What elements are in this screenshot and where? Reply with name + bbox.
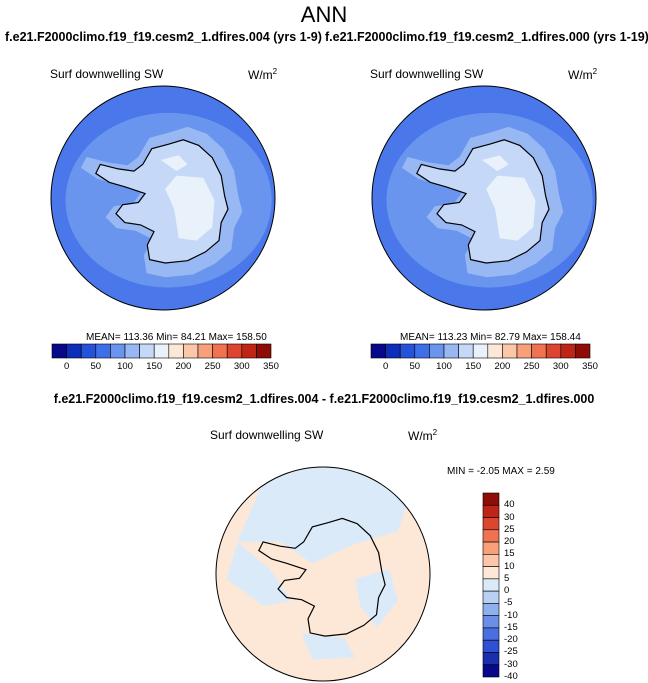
colorbar2-tick-label: 50 bbox=[409, 361, 421, 372]
colorbar3-swatch-6 bbox=[482, 566, 500, 580]
colorbar3-tick-label: -5 bbox=[504, 597, 513, 609]
colorbar2-tick-label: 300 bbox=[552, 361, 569, 372]
panel3-negative-area-3 bbox=[226, 541, 291, 607]
colorbar1-tick-label: 150 bbox=[146, 361, 163, 372]
colorbar1-tick-label: 100 bbox=[117, 361, 133, 372]
panel3-unit-label: W/m2 bbox=[408, 428, 438, 443]
colorbar1-tick-label: 250 bbox=[204, 361, 221, 372]
colorbar3-tick-label: 40 bbox=[504, 499, 515, 511]
colorbar2-tick-label: 250 bbox=[523, 361, 540, 372]
colorbar3-tick-label: -40 bbox=[504, 671, 518, 682]
panel1-coastline bbox=[95, 139, 229, 264]
panel3-negative-area-1 bbox=[237, 467, 420, 564]
colorbar3-swatch-1 bbox=[482, 504, 500, 518]
colorbar3-swatch-13 bbox=[482, 652, 500, 666]
colorbar2-tick-label: 350 bbox=[582, 361, 598, 372]
colorbar3-tick-label: 5 bbox=[504, 572, 510, 584]
panel3-stats: MIN = -2.05 MAX = 2.59 bbox=[447, 466, 555, 477]
colorbar3-swatch-11 bbox=[482, 627, 500, 641]
case-label-right: f.e21.F2000climo.f19_f19.cesm2_1.dfires.… bbox=[325, 30, 648, 44]
colorbar3-swatch-8 bbox=[482, 590, 500, 604]
colorbar3-tick-label: 30 bbox=[504, 511, 515, 523]
case-label-left: f.e21.F2000climo.f19_f19.cesm2_1.dfires.… bbox=[5, 30, 322, 44]
panel3-coastline bbox=[258, 517, 386, 637]
panel2-east-plateau bbox=[486, 175, 536, 241]
colorbar3-swatch-5 bbox=[482, 554, 500, 567]
panel1-stats: MEAN= 113.36 Min= 84.21 Max= 158.50 bbox=[86, 332, 267, 343]
colorbar1-tick-label: 50 bbox=[90, 361, 102, 372]
colorbar3-swatch-12 bbox=[482, 639, 500, 653]
panel3-variable-label: Surf downwelling SW bbox=[210, 428, 324, 442]
colorbar3-tick-label: 20 bbox=[504, 536, 515, 548]
panel1-north-plateau bbox=[160, 155, 188, 172]
colorbar1-tick-label: 0 bbox=[63, 361, 70, 372]
panel2-north-plateau bbox=[481, 155, 509, 172]
panel1-variable-label: Surf downwelling SW bbox=[50, 67, 164, 81]
colorbar3-tick-label: 25 bbox=[504, 523, 515, 535]
panel3-negative-area-2 bbox=[355, 568, 398, 628]
colorbar3-swatch-10 bbox=[482, 615, 500, 629]
colorbar3-swatch-7 bbox=[482, 578, 500, 592]
colorbar3-swatch-9 bbox=[482, 603, 500, 616]
colorbar1-swatch-14 bbox=[256, 343, 272, 359]
panel3-negative-area-4 bbox=[301, 632, 356, 660]
colorbar1-tick-label: 200 bbox=[175, 361, 192, 372]
panel2-unit-label: W/m2 bbox=[568, 67, 598, 82]
colorbar3-tick-label: 15 bbox=[504, 548, 515, 560]
panel2-coastline bbox=[416, 139, 550, 264]
colorbar3-tick-label: -25 bbox=[504, 646, 518, 658]
colorbar2-tick-label: 100 bbox=[436, 361, 452, 372]
colorbar3-tick-label: -20 bbox=[504, 634, 518, 646]
difference-title: f.e21.F2000climo.f19_f19.cesm2_1.dfires.… bbox=[53, 392, 595, 406]
panel1-unit-label: W/m2 bbox=[248, 67, 278, 82]
colorbar1-tick-label: 350 bbox=[263, 361, 279, 372]
panel2-map-border bbox=[371, 85, 597, 311]
panel2-variable-label: Surf downwelling SW bbox=[370, 67, 484, 81]
colorbar3-tick-label: 0 bbox=[504, 585, 510, 597]
panel3-map-border bbox=[215, 466, 431, 682]
colorbar3-tick-label: -15 bbox=[504, 621, 518, 633]
colorbar3-swatch-14 bbox=[482, 664, 500, 678]
colorbar2-tick-label: 150 bbox=[465, 361, 482, 372]
colorbar2-tick-label: 0 bbox=[382, 361, 389, 372]
colorbar3-swatch-2 bbox=[482, 517, 500, 531]
colorbar1-tick-label: 300 bbox=[233, 361, 250, 372]
colorbar3-tick-label: 10 bbox=[504, 560, 515, 572]
panel1-map-border bbox=[50, 85, 276, 311]
colorbar3-swatch-4 bbox=[482, 541, 500, 555]
colorbar3-tick-label: -10 bbox=[504, 609, 518, 621]
panel2-stats: MEAN= 113.23 Min= 82.79 Max= 158.44 bbox=[400, 332, 581, 343]
panel1-east-plateau bbox=[165, 175, 215, 241]
figure-title: ANN bbox=[300, 2, 348, 27]
colorbar3-swatch-0 bbox=[482, 492, 500, 506]
colorbar2-swatch-14 bbox=[575, 343, 591, 359]
colorbar2-tick-label: 200 bbox=[494, 361, 511, 372]
colorbar3-tick-label: -30 bbox=[504, 658, 518, 670]
colorbar3-swatch-3 bbox=[482, 529, 500, 543]
